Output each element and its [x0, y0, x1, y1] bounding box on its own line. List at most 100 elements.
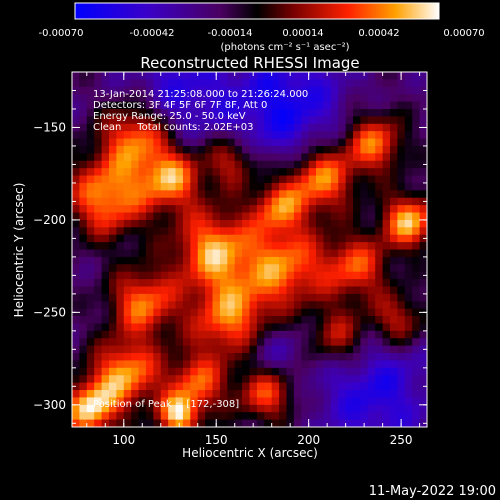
heatmap-cell [397, 293, 406, 302]
heatmap-cell [116, 293, 125, 302]
heatmap-cell [212, 94, 221, 103]
heatmap-cell [256, 404, 265, 413]
heatmap-cell [72, 301, 80, 310]
heatmap-cell [286, 308, 295, 317]
heatmap-cell [79, 301, 88, 310]
heatmap-cell [279, 286, 288, 295]
heatmap-cell [293, 205, 302, 214]
heatmap-cell [353, 404, 362, 413]
heatmap-cell [182, 227, 191, 236]
heatmap-cell [190, 227, 199, 236]
heatmap-cell [108, 279, 117, 288]
heatmap-cell [338, 345, 347, 354]
heatmap-cell [175, 182, 184, 191]
heatmap-cell [197, 168, 206, 177]
heatmap-cell [79, 86, 88, 95]
heatmap-cell [404, 175, 413, 184]
heatmap-cell [212, 79, 221, 88]
heatmap-cell [72, 101, 80, 110]
heatmap-cell [234, 390, 243, 399]
heatmap-cell [301, 404, 310, 413]
heatmap-cell [382, 242, 391, 251]
heatmap-cell [94, 101, 103, 110]
heatmap-cell [264, 168, 273, 177]
heatmap-cell [279, 249, 288, 258]
heatmap-cell [345, 419, 354, 427]
heatmap-cell [242, 249, 251, 258]
heatmap-cell [345, 160, 354, 169]
heatmap-cell [308, 108, 317, 117]
heatmap-cell [131, 404, 140, 413]
heatmap-cell [182, 131, 191, 140]
heatmap-cell [382, 360, 391, 369]
heatmap-cell [79, 390, 88, 399]
heatmap-cell [316, 72, 325, 80]
heatmap-cell [404, 227, 413, 236]
heatmap-cell [138, 190, 147, 199]
heatmap-cell [160, 212, 169, 221]
heatmap-cell [345, 242, 354, 251]
heatmap-cell [264, 353, 273, 362]
heatmap-cell [153, 182, 162, 191]
heatmap-cell [145, 404, 154, 413]
heatmap-cell [323, 153, 332, 162]
heatmap-cell [301, 330, 310, 339]
heatmap-cell [286, 123, 295, 132]
heatmap-cell [212, 168, 221, 177]
heatmap-cell [138, 131, 147, 140]
heatmap-cell [249, 123, 258, 132]
heatmap-cell [397, 131, 406, 140]
heatmap-cell [249, 205, 258, 214]
heatmap-cell [279, 153, 288, 162]
heatmap-cell [160, 86, 169, 95]
heatmap-cell [360, 323, 369, 332]
heatmap-cell [390, 116, 399, 125]
heatmap-cell [197, 330, 206, 339]
heatmap-cell [116, 382, 125, 391]
heatmap-cell [101, 138, 110, 147]
heatmap-cell [279, 375, 288, 384]
heatmap-cell [382, 153, 391, 162]
heatmap-cell [175, 168, 184, 177]
heatmap-cell [175, 153, 184, 162]
heatmap-cell [94, 264, 103, 273]
heatmap-cell [190, 168, 199, 177]
heatmap-cell [286, 145, 295, 154]
heatmap-cell [382, 301, 391, 310]
heatmap-cell [390, 131, 399, 140]
heatmap-cell [390, 360, 399, 369]
heatmap-cell [86, 138, 95, 147]
heatmap-cell [345, 412, 354, 421]
heatmap-cell [345, 123, 354, 132]
heatmap-cell [375, 390, 384, 399]
heatmap-cell [397, 353, 406, 362]
heatmap-cell [390, 412, 399, 421]
heatmap-cell [197, 145, 206, 154]
heatmap-cell [271, 353, 280, 362]
heatmap-cell [404, 190, 413, 199]
heatmap-cell [301, 249, 310, 258]
heatmap-cell [323, 205, 332, 214]
heatmap-cell [145, 367, 154, 376]
heatmap-cell [271, 116, 280, 125]
heatmap-cell [101, 168, 110, 177]
heatmap-cell [138, 86, 147, 95]
colorbar-tick-label: -0.00042 [130, 28, 175, 39]
heatmap-cell [249, 138, 258, 147]
heatmap-cell [323, 360, 332, 369]
heatmap-cell [338, 86, 347, 95]
heatmap-cell [168, 301, 177, 310]
heatmap-cell [86, 264, 95, 273]
heatmap-cell [264, 279, 273, 288]
heatmap-cell [153, 175, 162, 184]
heatmap-cell [138, 330, 147, 339]
heatmap-cell [108, 242, 117, 251]
heatmap-cell [367, 160, 376, 169]
heatmap-cell [190, 108, 199, 117]
heatmap-cell [94, 153, 103, 162]
heatmap-cell [256, 286, 265, 295]
heatmap-cell [316, 382, 325, 391]
heatmap-cell [182, 382, 191, 391]
heatmap-cell [153, 316, 162, 325]
heatmap-cell [404, 264, 413, 273]
